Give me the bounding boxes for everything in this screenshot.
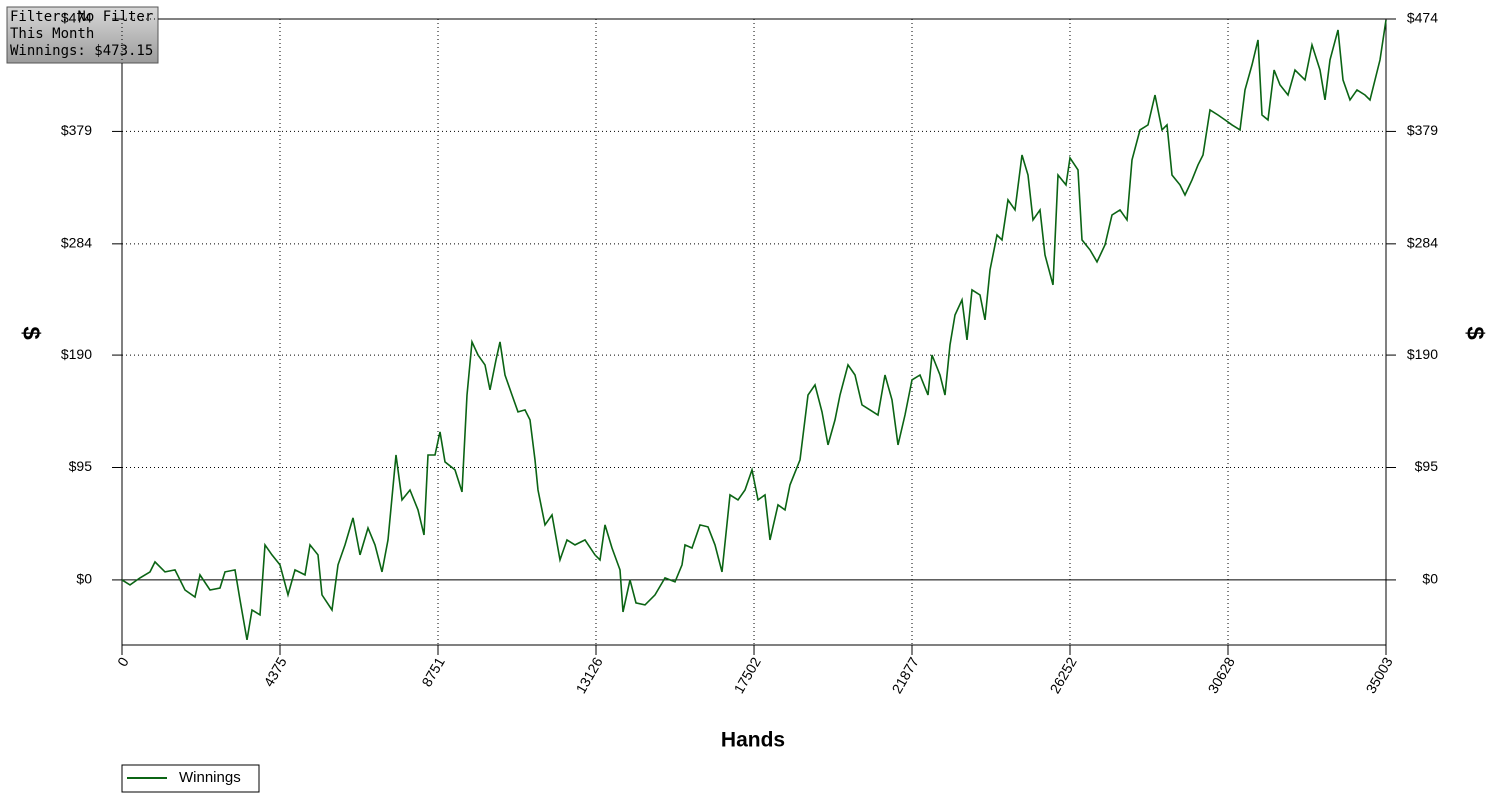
x-tick-label: 8751 (418, 654, 448, 689)
y2-tick-label: $284 (1407, 235, 1438, 251)
x-tick-label: 4375 (260, 654, 290, 689)
x-tick-label: 30628 (1204, 654, 1237, 696)
y2-tick-label: $0 (1422, 571, 1438, 587)
y2-tick-label: $95 (1415, 458, 1439, 474)
y-tick-label: $95 (69, 458, 93, 474)
y2-tick-label: $379 (1407, 122, 1438, 138)
data-line (121, 19, 1387, 641)
y-tick-label: $284 (61, 235, 92, 251)
y-tick-label: $474 (61, 10, 92, 26)
x-tick-label: 35003 (1362, 654, 1395, 696)
x-tick-label: 17502 (730, 654, 763, 696)
info-line: This Month (10, 26, 94, 42)
info-line: Winnings: $473.15 (10, 43, 153, 59)
info-box (6, 6, 159, 64)
y-tick-label: $379 (61, 122, 92, 138)
y2-tick-label: $190 (1407, 346, 1438, 362)
y-tick-label: $0 (76, 571, 92, 587)
y-axis-label: $ (18, 326, 45, 340)
y2-axis-label: $ (1462, 326, 1489, 340)
y2-tick-label: $474 (1407, 10, 1438, 26)
x-tick-label: 0 (114, 654, 132, 669)
x-tick-label: 26252 (1046, 654, 1079, 696)
info-line: Filter: No Filter (10, 9, 153, 25)
x-tick-label: 21877 (888, 654, 921, 696)
legend-label: Winnings (179, 769, 241, 786)
x-axis-label: Hands (721, 729, 785, 752)
y-tick-label: $190 (61, 346, 92, 362)
x-tick-label: 13126 (572, 654, 605, 696)
